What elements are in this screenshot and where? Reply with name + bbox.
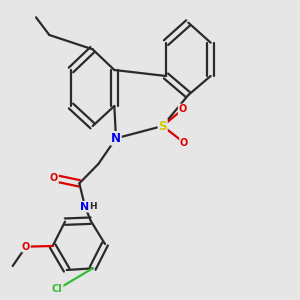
Text: O: O bbox=[50, 173, 58, 183]
Text: S: S bbox=[158, 119, 167, 133]
Text: O: O bbox=[180, 138, 188, 148]
Text: H: H bbox=[89, 202, 97, 211]
Text: N: N bbox=[80, 202, 90, 212]
Text: O: O bbox=[178, 104, 187, 114]
Text: Cl: Cl bbox=[52, 284, 63, 294]
Text: O: O bbox=[22, 242, 30, 252]
Text: N: N bbox=[111, 132, 121, 145]
